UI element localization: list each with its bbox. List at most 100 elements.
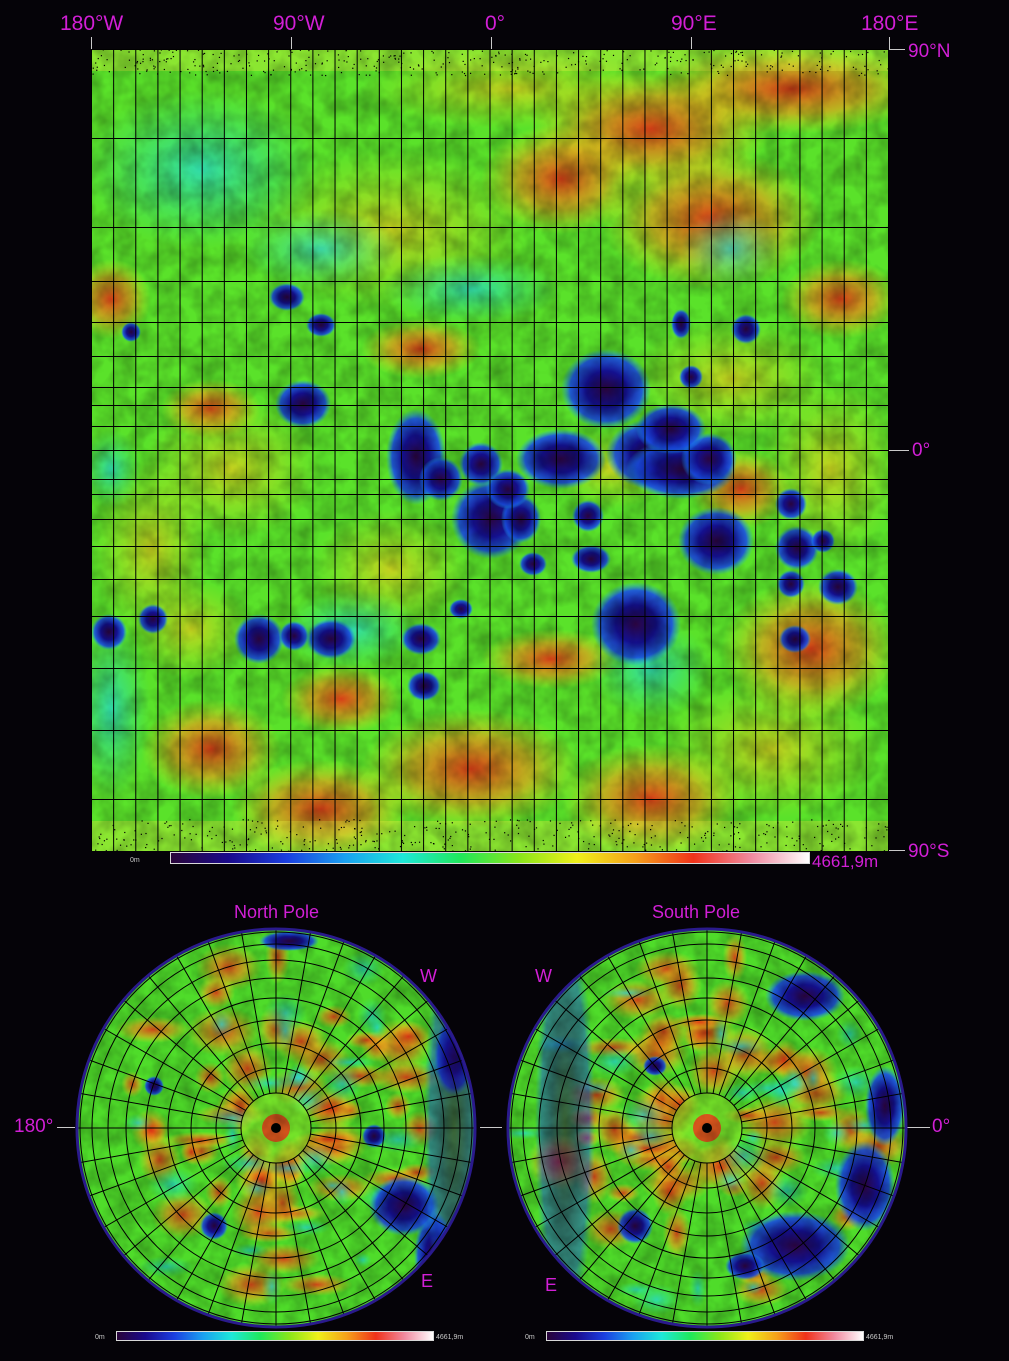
south-color-scale: [546, 1331, 864, 1341]
north-w-label: W: [420, 966, 437, 986]
meridian-spoke: [733, 1150, 865, 1261]
south-e-label: E: [545, 1275, 558, 1295]
meridian-spoke: [729, 1154, 840, 1286]
north-180-tick: [57, 1127, 75, 1128]
lon-label-180w: 180°W: [60, 12, 124, 35]
meridian-spoke: [302, 1150, 434, 1261]
meridian-spoke: [508, 1133, 673, 1165]
meridian-spoke: [239, 1162, 271, 1327]
elevation-map: [91, 49, 889, 851]
south-scale-min: 0m: [525, 1334, 535, 1341]
meridian-spoke: [83, 1057, 244, 1117]
meridian-spoke: [574, 970, 685, 1102]
meridian-spoke: [529, 1025, 677, 1111]
meridian-spoke: [574, 1154, 685, 1286]
meridian-spoke: [636, 1160, 696, 1321]
meridian-spoke: [306, 1025, 454, 1111]
scale-max-label: 4661,9m: [812, 852, 879, 871]
north-pole-map: [75, 927, 477, 1329]
north-pole-title: North Pole: [234, 902, 320, 922]
tick-90e: [691, 37, 692, 49]
meridian-spoke: [281, 1162, 313, 1327]
south-w-label: W: [535, 966, 552, 986]
north-scale-max: 4661,9m: [436, 1334, 464, 1341]
meridian-spoke: [281, 929, 313, 1094]
meridian-spoke: [729, 970, 840, 1102]
north-e-label: E: [421, 1271, 434, 1291]
color-scale-bar: [170, 852, 810, 864]
meridian-spoke: [205, 935, 265, 1096]
meridian-spoke: [310, 1091, 475, 1123]
south-graticule: [508, 929, 906, 1327]
graticule: [91, 49, 889, 851]
lat-label-equator: 0°: [912, 440, 931, 461]
lat-label-90s: 90°S: [908, 841, 950, 862]
meridian-spoke: [733, 995, 865, 1106]
meridian-spoke: [670, 1162, 702, 1327]
meridian-spoke: [529, 1145, 677, 1231]
meridian-spoke: [298, 970, 409, 1102]
meridian-spoke: [739, 1057, 900, 1117]
meridian-spoke: [718, 935, 778, 1096]
meridian-spoke: [143, 970, 254, 1102]
lon-label-0: 0°: [485, 12, 506, 35]
meridian-spoke: [308, 1057, 469, 1117]
meridian-spoke: [604, 950, 690, 1098]
lon-label-180e: 180°E: [861, 12, 919, 35]
meridian-spoke: [718, 1160, 778, 1321]
scale-min-label: 0m: [130, 857, 140, 864]
meridian-spoke: [118, 995, 250, 1106]
meridian-spoke: [737, 1025, 885, 1111]
meridian-spoke: [712, 929, 744, 1094]
meridian-spoke: [205, 1160, 265, 1321]
meridian-spoke: [302, 995, 434, 1106]
meridian-spoke: [173, 1158, 259, 1306]
meridian-spoke: [508, 1091, 673, 1123]
meridian-spoke: [741, 1133, 906, 1165]
south-pole-title: South Pole: [652, 902, 741, 922]
meridian-spoke: [98, 1145, 246, 1231]
meridian-spoke: [118, 1150, 250, 1261]
meridian-spoke: [712, 1162, 744, 1327]
meridian-spoke: [77, 1133, 242, 1165]
tick-180e: [889, 37, 890, 49]
meridian-spoke: [143, 1154, 254, 1286]
south-pole-map: [506, 927, 908, 1329]
south-scale-max: 4661,9m: [866, 1334, 894, 1341]
meridian-spoke: [739, 1139, 900, 1199]
meridian-spoke: [514, 1139, 675, 1199]
meridian-spoke: [308, 1139, 469, 1199]
meridian-spoke: [287, 1160, 347, 1321]
south-rim: [506, 927, 908, 1329]
north-pole-marker: [271, 1123, 281, 1133]
tick-90w: [291, 37, 292, 49]
south-0-tick: [906, 1127, 930, 1128]
meridian-spoke: [287, 935, 347, 1096]
meridian-spoke: [724, 950, 810, 1098]
north-color-scale: [116, 1331, 434, 1341]
lon-label-90e: 90°E: [671, 12, 717, 35]
meridian-spoke: [83, 1139, 244, 1199]
north-180-label: 180°: [14, 1116, 54, 1137]
meridian-spoke: [737, 1145, 885, 1231]
lon-label-90w: 90°W: [273, 12, 325, 35]
tick-90n: [889, 49, 905, 50]
north-rim: [75, 927, 477, 1329]
meridian-spoke: [310, 1133, 475, 1165]
meridian-spoke: [173, 950, 259, 1098]
meridian-spoke: [724, 1158, 810, 1306]
meridian-spoke: [98, 1025, 246, 1111]
north-graticule: [77, 929, 475, 1327]
meridian-spoke: [77, 1091, 242, 1123]
meridian-spoke: [670, 929, 702, 1094]
north-0-tick: [480, 1127, 502, 1128]
meridian-spoke: [239, 929, 271, 1094]
meridian-spoke: [549, 1150, 681, 1261]
meridian-spoke: [298, 1154, 409, 1286]
south-pole-marker: [702, 1123, 712, 1133]
meridian-spoke: [604, 1158, 690, 1306]
lat-label-90n: 90°N: [908, 41, 951, 62]
meridian-spoke: [514, 1057, 675, 1117]
tick-90s: [889, 850, 905, 851]
meridian-spoke: [636, 935, 696, 1096]
